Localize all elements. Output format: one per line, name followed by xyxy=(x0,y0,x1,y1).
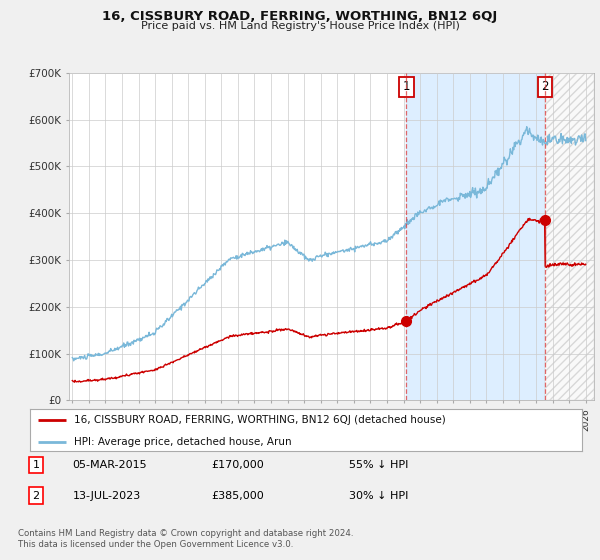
Bar xyxy=(545,73,594,400)
Text: Price paid vs. HM Land Registry's House Price Index (HPI): Price paid vs. HM Land Registry's House … xyxy=(140,21,460,31)
Text: 1: 1 xyxy=(32,460,40,470)
Text: 13-JUL-2023: 13-JUL-2023 xyxy=(73,491,141,501)
Text: 1: 1 xyxy=(403,80,410,94)
Text: 16, CISSBURY ROAD, FERRING, WORTHING, BN12 6QJ: 16, CISSBURY ROAD, FERRING, WORTHING, BN… xyxy=(103,10,497,22)
Bar xyxy=(545,73,594,400)
Text: 55% ↓ HPI: 55% ↓ HPI xyxy=(349,460,409,470)
Text: HPI: Average price, detached house, Arun: HPI: Average price, detached house, Arun xyxy=(74,437,292,446)
Text: 30% ↓ HPI: 30% ↓ HPI xyxy=(349,491,409,501)
Text: 16, CISSBURY ROAD, FERRING, WORTHING, BN12 6QJ (detached house): 16, CISSBURY ROAD, FERRING, WORTHING, BN… xyxy=(74,415,446,425)
Text: £385,000: £385,000 xyxy=(211,491,264,501)
Text: 05-MAR-2015: 05-MAR-2015 xyxy=(73,460,148,470)
Text: Contains HM Land Registry data © Crown copyright and database right 2024.
This d: Contains HM Land Registry data © Crown c… xyxy=(18,529,353,549)
Text: £170,000: £170,000 xyxy=(211,460,264,470)
Bar xyxy=(406,73,545,400)
Text: 2: 2 xyxy=(32,491,40,501)
Text: 2: 2 xyxy=(541,80,549,94)
